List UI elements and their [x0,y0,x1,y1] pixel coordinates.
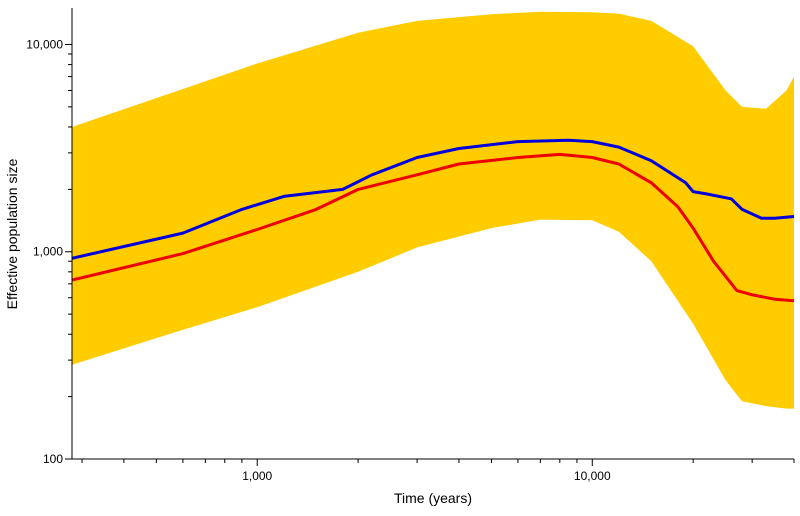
confidence-band [72,11,794,409]
blue-series-line [71,138,795,260]
y-tick-label: 100 [43,452,63,466]
y-tick-label: 1,000 [33,245,63,259]
y-axis-title: Effective population size [4,158,20,309]
x-axis-title: Time (years) [394,490,472,506]
x-tick-label: 1,000 [242,469,272,483]
red-series-line [71,152,795,303]
y-tick-label: 10,000 [26,37,63,51]
x-tick-label: 10,000 [574,469,611,483]
